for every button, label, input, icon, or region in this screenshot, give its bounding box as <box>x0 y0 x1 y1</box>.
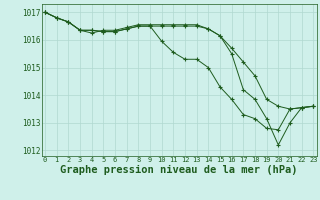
X-axis label: Graphe pression niveau de la mer (hPa): Graphe pression niveau de la mer (hPa) <box>60 165 298 175</box>
